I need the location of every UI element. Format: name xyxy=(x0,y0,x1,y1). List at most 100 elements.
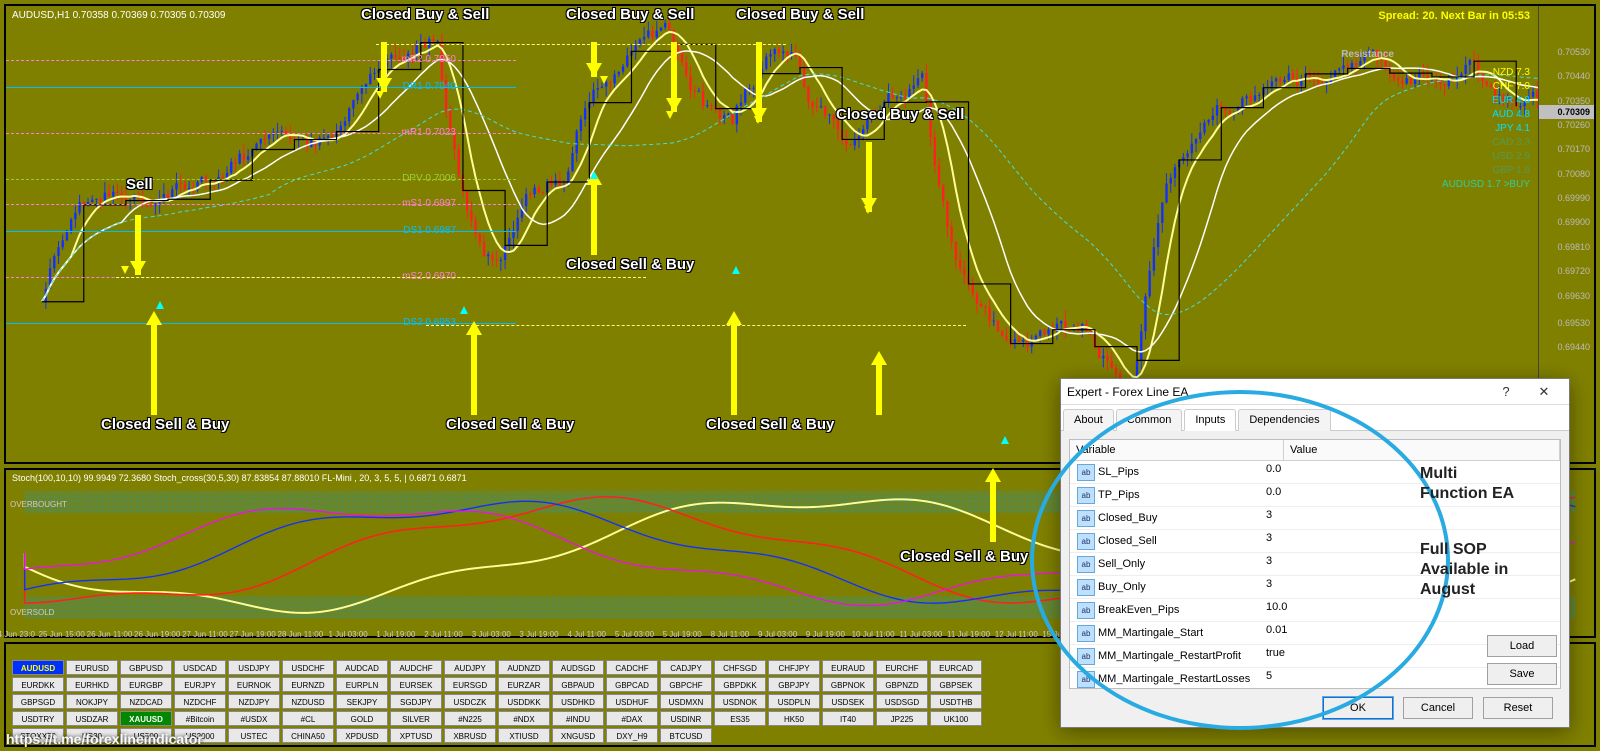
symbol-button[interactable]: NOKJPY xyxy=(66,694,118,709)
symbol-button[interactable]: #DAX xyxy=(606,711,658,726)
symbol-button[interactable]: EURJPY xyxy=(174,677,226,692)
symbol-button[interactable]: GOLD xyxy=(336,711,388,726)
save-button[interactable]: Save xyxy=(1487,663,1557,685)
input-row[interactable]: abSL_Pips0.0 xyxy=(1070,461,1560,484)
symbol-button[interactable]: HK50 xyxy=(768,711,820,726)
symbol-button[interactable]: XBRUSD xyxy=(444,728,496,743)
symbol-button[interactable]: CHINA50 xyxy=(282,728,334,743)
input-value[interactable]: 3 xyxy=(1260,553,1560,575)
input-value[interactable]: 0.0 xyxy=(1260,484,1560,506)
symbol-button[interactable]: EURDKK xyxy=(12,677,64,692)
symbol-button[interactable]: EURNZD xyxy=(282,677,334,692)
symbol-button[interactable]: DXY_H9 xyxy=(606,728,658,743)
input-row[interactable]: abBreakEven_Pips10.0 xyxy=(1070,599,1560,622)
symbol-button[interactable]: USDHUF xyxy=(606,694,658,709)
input-value[interactable]: 3 xyxy=(1260,507,1560,529)
symbol-button[interactable]: AUDUSD xyxy=(12,660,64,675)
symbol-button[interactable]: EURSGD xyxy=(444,677,496,692)
symbol-button[interactable]: GBPJPY xyxy=(768,677,820,692)
symbol-button[interactable]: #Bitcoin xyxy=(174,711,226,726)
symbol-button[interactable]: EURZAR xyxy=(498,677,550,692)
symbol-button[interactable]: EURCHF xyxy=(876,660,928,675)
symbol-button[interactable]: #INDU xyxy=(552,711,604,726)
symbol-button[interactable]: #N225 xyxy=(444,711,496,726)
symbol-button[interactable]: USDHKD xyxy=(552,694,604,709)
input-row[interactable]: abClosed_Buy3 xyxy=(1070,507,1560,530)
symbol-button[interactable]: USDDKK xyxy=(498,694,550,709)
symbol-button[interactable]: USDTRY xyxy=(12,711,64,726)
symbol-button[interactable]: XPTUSD xyxy=(390,728,442,743)
help-icon[interactable]: ? xyxy=(1487,381,1525,403)
symbol-button[interactable]: JP225 xyxy=(876,711,928,726)
watermark-link[interactable]: https://t.me/forexlineindicator xyxy=(6,731,203,747)
symbol-button[interactable]: USDSEK xyxy=(822,694,874,709)
symbol-button[interactable]: CHFSGD xyxy=(714,660,766,675)
input-value[interactable]: 3 xyxy=(1260,530,1560,552)
symbol-button[interactable]: SILVER xyxy=(390,711,442,726)
symbol-button[interactable]: GBPNZD xyxy=(876,677,928,692)
close-icon[interactable]: ✕ xyxy=(1525,381,1563,403)
symbol-button[interactable]: CADJPY xyxy=(660,660,712,675)
symbol-button[interactable]: SEKJPY xyxy=(336,694,388,709)
symbol-button[interactable]: USDTHB xyxy=(930,694,982,709)
symbol-button[interactable]: BTCUSD xyxy=(660,728,712,743)
symbol-button[interactable]: EURHKD xyxy=(66,677,118,692)
symbol-button[interactable]: GBPDKK xyxy=(714,677,766,692)
symbol-button[interactable]: USDINR xyxy=(660,711,712,726)
input-value[interactable]: 10.0 xyxy=(1260,599,1560,621)
symbol-button[interactable]: GBPSGD xyxy=(12,694,64,709)
tab-common[interactable]: Common xyxy=(1116,409,1183,431)
symbol-button[interactable]: USDPLN xyxy=(768,694,820,709)
symbol-button[interactable]: GBPUSD xyxy=(120,660,172,675)
symbol-button[interactable]: GBPCAD xyxy=(606,677,658,692)
symbol-button[interactable]: USDCHF xyxy=(282,660,334,675)
tab-inputs[interactable]: Inputs xyxy=(1184,409,1236,431)
symbol-button[interactable]: UK100 xyxy=(930,711,982,726)
symbol-button[interactable]: USDZAR xyxy=(66,711,118,726)
symbol-button[interactable]: XPDUSD xyxy=(336,728,388,743)
input-row[interactable]: abTP_Pips0.0 xyxy=(1070,484,1560,507)
symbol-button[interactable]: USDMXN xyxy=(660,694,712,709)
symbol-button[interactable]: AUDCHF xyxy=(390,660,442,675)
symbol-button[interactable]: GBPSEK xyxy=(930,677,982,692)
symbol-button[interactable]: USDCAD xyxy=(174,660,226,675)
symbol-button[interactable]: AUDNZD xyxy=(498,660,550,675)
input-value[interactable]: 3 xyxy=(1260,576,1560,598)
tab-dependencies[interactable]: Dependencies xyxy=(1238,409,1330,431)
cancel-button[interactable]: Cancel xyxy=(1403,697,1473,719)
symbol-button[interactable]: SGDJPY xyxy=(390,694,442,709)
ok-button[interactable]: OK xyxy=(1323,697,1393,719)
symbol-button[interactable]: ES35 xyxy=(714,711,766,726)
load-button[interactable]: Load xyxy=(1487,635,1557,657)
symbol-button[interactable]: CHFJPY xyxy=(768,660,820,675)
symbol-button[interactable]: CADCHF xyxy=(606,660,658,675)
symbol-button[interactable]: GBPCHF xyxy=(660,677,712,692)
input-value[interactable]: 0.0 xyxy=(1260,461,1560,483)
symbol-button[interactable]: #NDX xyxy=(498,711,550,726)
symbol-button[interactable]: XNGUSD xyxy=(552,728,604,743)
symbol-button[interactable]: NZDJPY xyxy=(228,694,280,709)
reset-button[interactable]: Reset xyxy=(1483,697,1553,719)
symbol-button[interactable]: NZDUSD xyxy=(282,694,334,709)
symbol-button[interactable]: EURSEK xyxy=(390,677,442,692)
symbol-button[interactable]: USDNOK xyxy=(714,694,766,709)
symbol-button[interactable]: #USDX xyxy=(228,711,280,726)
symbol-button[interactable]: GBPAUD xyxy=(552,677,604,692)
symbol-button[interactable]: EURAUD xyxy=(822,660,874,675)
symbol-button[interactable]: NZDCAD xyxy=(120,694,172,709)
symbol-button[interactable]: AUDSGD xyxy=(552,660,604,675)
symbol-button[interactable]: EURCAD xyxy=(930,660,982,675)
symbol-button[interactable]: EURPLN xyxy=(336,677,388,692)
symbol-button[interactable]: AUDJPY xyxy=(444,660,496,675)
symbol-button[interactable]: NZDCHF xyxy=(174,694,226,709)
symbol-button[interactable]: XAUUSD xyxy=(120,711,172,726)
symbol-button[interactable]: AUDCAD xyxy=(336,660,388,675)
symbol-button[interactable]: XTIUSD xyxy=(498,728,550,743)
symbol-button[interactable]: EURUSD xyxy=(66,660,118,675)
symbol-button[interactable]: EURNOK xyxy=(228,677,280,692)
symbol-button[interactable]: USTEC xyxy=(228,728,280,743)
tab-about[interactable]: About xyxy=(1063,409,1114,431)
symbol-button[interactable]: EURGBP xyxy=(120,677,172,692)
symbol-button[interactable]: IT40 xyxy=(822,711,874,726)
symbol-button[interactable]: USDJPY xyxy=(228,660,280,675)
